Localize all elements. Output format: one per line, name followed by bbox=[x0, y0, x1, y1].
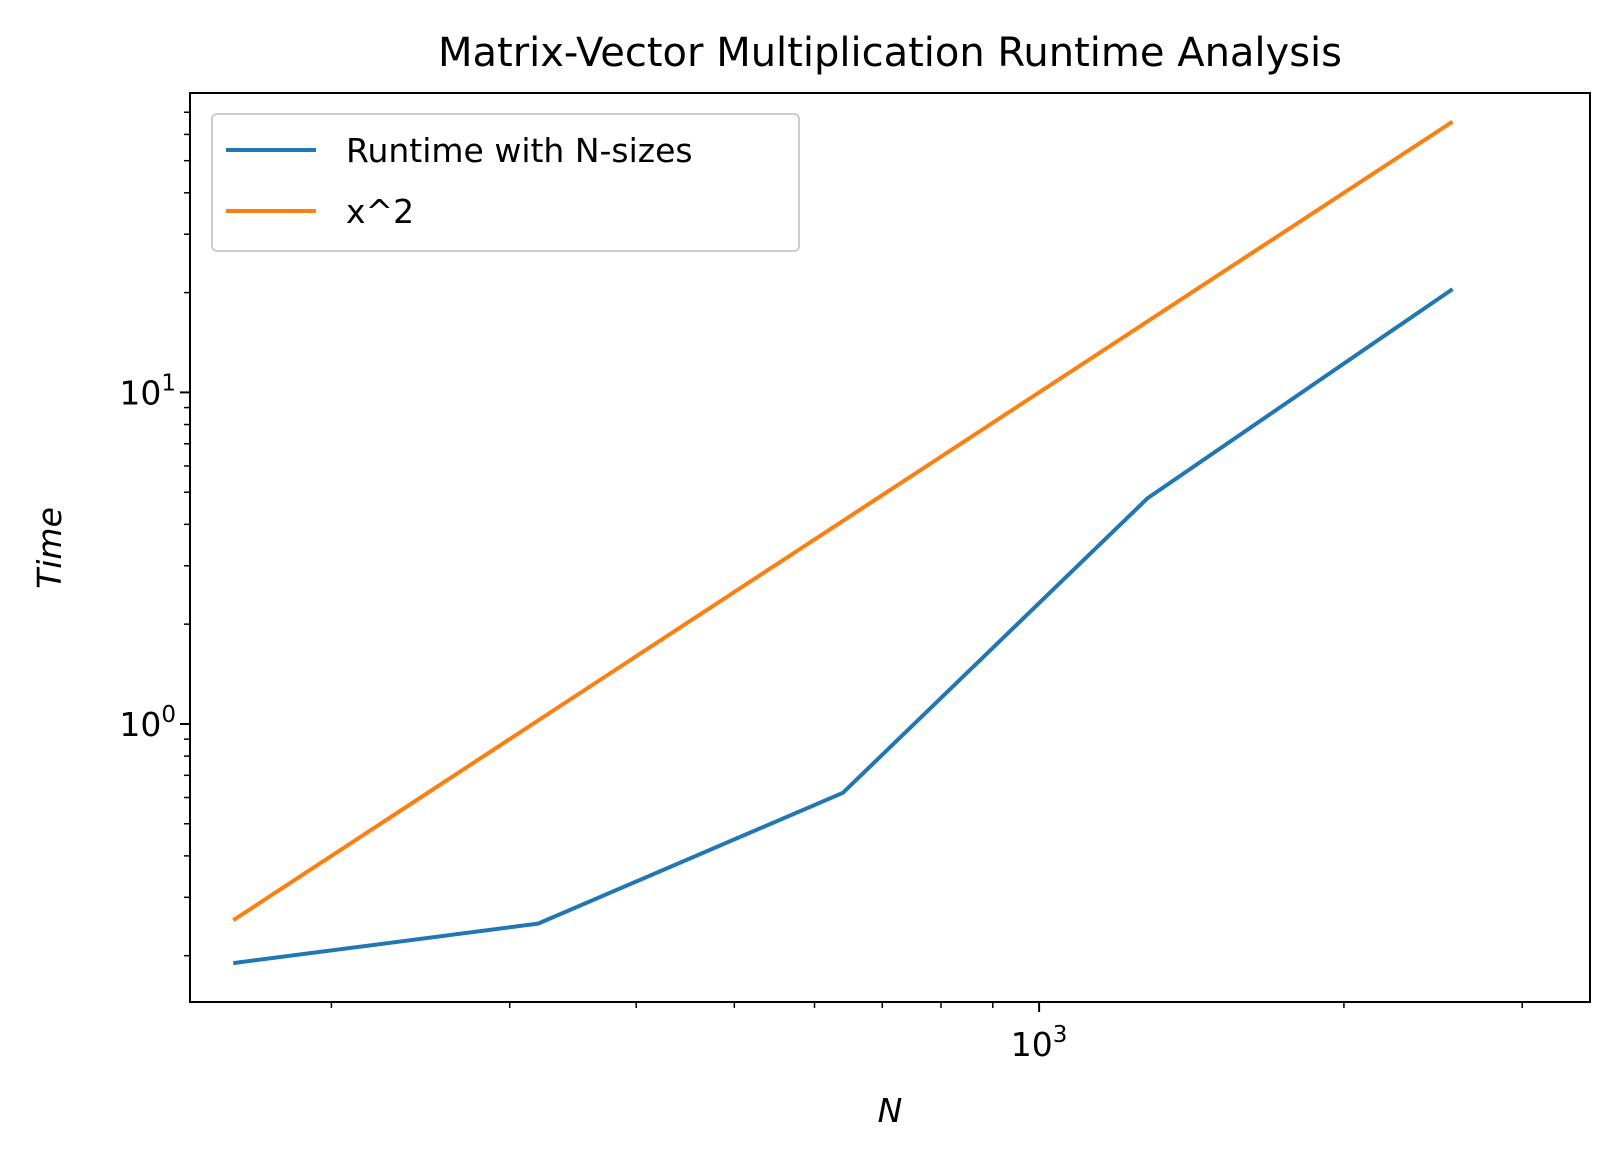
x-tick-label: 103 bbox=[1011, 1022, 1068, 1064]
y-tick-label: 101 bbox=[119, 370, 176, 412]
y-axis-label: Time bbox=[30, 507, 69, 589]
legend-label-runtime: Runtime with N-sizes bbox=[346, 131, 693, 170]
legend-box bbox=[211, 113, 800, 252]
legend: Runtime with N-sizes x^2 bbox=[211, 113, 800, 252]
series-lines bbox=[232, 120, 1454, 966]
major-ticks: 100 101 103 bbox=[119, 370, 1067, 1064]
y-tick-label: 100 bbox=[119, 702, 176, 744]
x-axis-label: N bbox=[878, 1091, 903, 1130]
plot-frame bbox=[189, 92, 1591, 1003]
series-line-1 bbox=[232, 120, 1454, 922]
legend-label-x-squared: x^2 bbox=[346, 192, 414, 231]
chart-title: Matrix-Vector Multiplication Runtime Ana… bbox=[438, 30, 1342, 76]
series-line-0 bbox=[233, 287, 1454, 966]
